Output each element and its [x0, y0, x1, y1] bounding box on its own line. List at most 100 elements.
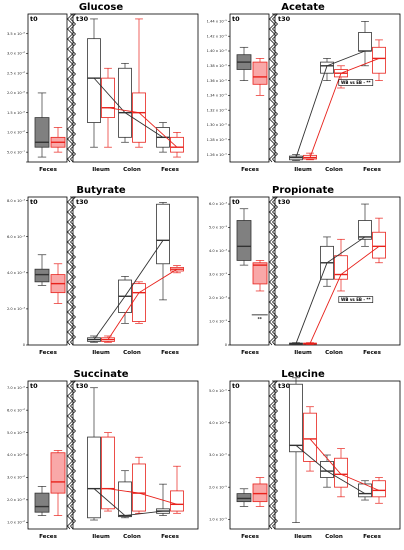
box-wb-t30 [156, 483, 170, 516]
panel-acetate: Acetate 1.26 x 10⁻⁵ 1.28 x 10⁻⁵ 1.30 x 10⁻⁵… [207, 2, 401, 173]
median-trend-wb [295, 50, 366, 158]
median-trend-eb [107, 268, 178, 340]
panel-leucine: Leucine 1.0 x 10⁻⁵ 2.0 x 10⁻⁵ 3.0 x 10⁻⁵ 4.0… [209, 369, 401, 540]
category-label: Feces [363, 167, 381, 173]
frame-t0 [27, 196, 68, 346]
box-eb-t30 [132, 281, 146, 324]
box [372, 480, 386, 498]
y-tick-label: 6.0 x 10⁻⁶ [7, 408, 26, 412]
box [170, 490, 184, 512]
y-tick-label: 3.0 x 10⁻⁵ [209, 453, 228, 457]
y-tick-label: 4.0 x 10⁻³ [209, 249, 228, 253]
box-wb-t0 [34, 254, 50, 286]
category-label: Feces [161, 350, 179, 356]
category-label: Ileum [92, 167, 110, 173]
timepoint-label: t30 [76, 198, 89, 206]
panel-succinate: Succinate 1.0 x 10⁻⁶ 2.0 x 10⁻⁶ 3.0 x 10⁻⁶ 4… [7, 369, 199, 540]
y-tick-label: 8.0 x 10⁻³ [7, 199, 26, 203]
y-tick-label: 6.0 x 10⁻³ [7, 235, 26, 239]
y-tick-label: 1.28 x 10⁻⁵ [207, 138, 228, 142]
category-label: Ileum [294, 167, 312, 173]
category-label: Ileum [294, 534, 312, 540]
y-tick-label: 1.38 x 10⁻⁵ [207, 64, 228, 68]
timepoint-label: t30 [76, 15, 89, 23]
box [34, 492, 50, 513]
box-wb-t30 [87, 387, 101, 521]
median-trend-wb [295, 236, 366, 344]
box-wb-t0 [34, 92, 50, 158]
panel-title: Glucose [79, 2, 124, 13]
box-wb-t30 [320, 236, 334, 287]
category-label: Feces [363, 534, 381, 540]
box [372, 231, 386, 259]
y-tick-label: 1.5 x 10⁻⁶ [7, 111, 26, 115]
y-tick-label: 1.36 x 10⁻⁵ [207, 79, 228, 83]
box [372, 46, 386, 74]
y-tick-label: 1.0 x 10⁻³ [209, 320, 228, 324]
panel-title: Butyrate [76, 185, 126, 196]
box [236, 493, 252, 503]
axis-break [269, 13, 276, 163]
axis-break [269, 380, 276, 530]
category-label: Ileum [92, 350, 110, 356]
frame-t30 [72, 196, 199, 346]
box-wb-t30 [156, 202, 170, 301]
y-tick-label: 4.0 x 10⁻³ [7, 271, 26, 275]
timepoint-label: t0 [30, 15, 38, 23]
timepoint-label: t0 [30, 382, 38, 390]
box [334, 255, 348, 280]
category-label: Ileum [92, 534, 110, 540]
box-eb-t30 [170, 132, 184, 158]
y-tick-label: 2.0 x 10⁻⁵ [209, 485, 228, 489]
timepoint-label: t0 [232, 382, 240, 390]
box-eb-t0 [252, 58, 268, 96]
y-tick-label: 1.26 x 10⁻⁵ [207, 153, 228, 157]
median-trend-eb [309, 438, 380, 491]
panel-title: Succinate [73, 369, 128, 380]
category-label: Feces [241, 167, 259, 173]
box [170, 136, 184, 153]
box [87, 38, 101, 123]
box [132, 283, 146, 322]
category-label: Feces [39, 534, 57, 540]
category-label: Feces [363, 350, 381, 356]
box-eb-t0 [50, 450, 66, 516]
box-wb-t30 [118, 470, 132, 519]
box-eb-t30 [334, 448, 348, 498]
panel-butyrate: Butyrate 0 2.0 x 10⁻³ 4.0 x 10⁻³ 6.0 x 10⁻³ 8… [7, 185, 199, 356]
annotation-text: WB vs EB - ** [341, 80, 372, 85]
axis-break [272, 13, 279, 163]
category-label: Colon [123, 534, 141, 540]
box-wb-t0 [236, 46, 252, 81]
box [358, 32, 372, 52]
box-eb-t30 [372, 217, 386, 264]
timepoint-label: t0 [30, 198, 38, 206]
panel-title: Propionate [272, 185, 334, 196]
y-tick-label: 2.5 x 10⁻⁶ [7, 71, 26, 75]
y-tick-label: 5.0 x 10⁻³ [209, 226, 228, 230]
y-tick-label: 1.44 x 10⁻⁵ [207, 20, 228, 24]
median-trend-wb [93, 240, 164, 340]
box-eb-t0 [252, 477, 268, 507]
box-eb-t30 [132, 18, 146, 148]
axis-break [70, 13, 77, 163]
frame-t0 [229, 196, 270, 346]
frame-t30 [274, 380, 401, 530]
box-eb-t0 [252, 260, 268, 292]
box-eb-t30 [334, 238, 348, 292]
median-trend-wb [295, 445, 366, 494]
box [358, 483, 372, 498]
frame-t30 [274, 196, 401, 346]
box-wb-t0 [34, 486, 50, 516]
category-label: Colon [325, 167, 343, 173]
median-trend-eb [309, 245, 380, 344]
category-label: Colon [123, 167, 141, 173]
panel-glucose: Glucose 5.0 x 10⁻⁷ 1.0 x 10⁻⁶ 1.5 x 10⁻⁶ 2.0… [7, 2, 199, 173]
y-tick-label: 3.0 x 10⁻⁶ [7, 52, 26, 56]
y-tick-label: 0 [225, 343, 228, 347]
box [236, 220, 252, 261]
box-eb-t0 [50, 127, 66, 153]
panel-title: Acetate [281, 2, 325, 13]
axis-break [272, 380, 279, 530]
